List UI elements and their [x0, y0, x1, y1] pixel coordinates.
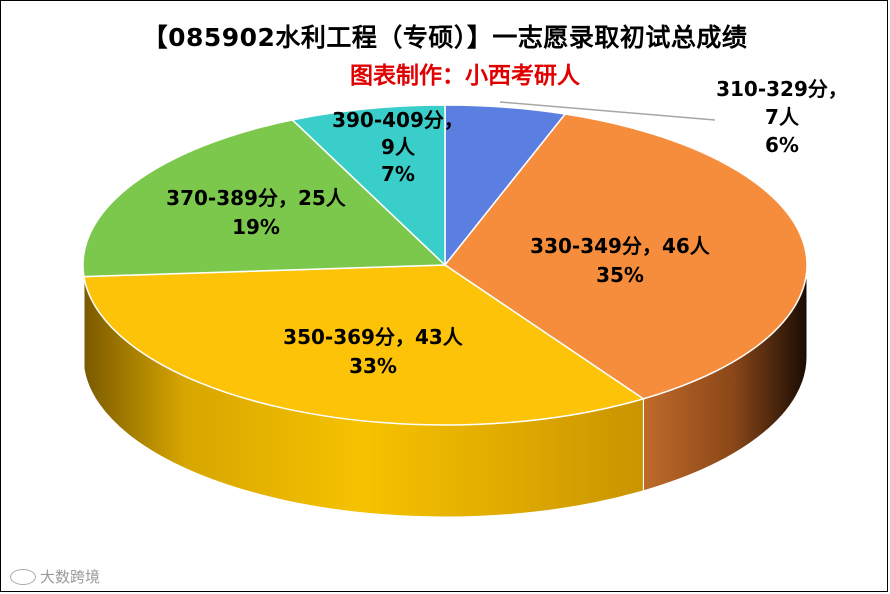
pie-label-1-line-3: 6%	[765, 133, 799, 157]
pie-label-5-line-1: 390-409分，	[332, 108, 464, 132]
pie-label-1-line-1: 310-329分，	[716, 77, 848, 101]
pie-label-1-line-2: 7人	[765, 105, 800, 129]
pie-label-5-line-2: 9人	[381, 135, 416, 159]
pie-label-2: 330-349分，46人 35%	[530, 234, 711, 287]
pie-slice-3	[83, 264, 646, 426]
pie-label-1: 310-329分， 7人 6%	[716, 77, 848, 157]
pie-label-5-line-3: 7%	[381, 162, 415, 186]
pie-label-3-line-2: 33%	[349, 354, 397, 378]
pie-side-4	[82, 264, 85, 369]
pie-label-5: 390-409分， 9人 7%	[332, 108, 464, 186]
pie-label-4-line-1: 370-389分，25人	[166, 186, 347, 210]
leader-line-310-329	[499, 101, 716, 121]
pie-label-4-line-2: 19%	[232, 215, 280, 239]
pie-slice-5	[290, 104, 446, 267]
chart-subtitle: 图表制作：小西考研人	[350, 63, 580, 89]
pie-slice-2	[443, 113, 808, 400]
brand-logo-icon	[10, 568, 36, 585]
watermark: 大数跨境	[10, 566, 100, 587]
pie-label-3: 350-369分，43人 33%	[283, 325, 464, 378]
pie-label-3-line-1: 350-369分，43人	[283, 325, 464, 349]
pie-data-labels: 310-329分， 7人 6% 330-349分，46人 35% 350-369分，43人…	[166, 77, 848, 378]
pie-label-4: 370-389分，25人 19%	[166, 186, 347, 239]
pie-slice-4	[82, 119, 447, 278]
watermark-text: 大数跨境	[40, 568, 101, 586]
pie-label-2-line-1: 330-349分，46人	[530, 234, 711, 258]
chart-title: 【085902水利工程（专硕）】一志愿录取初试总成绩	[142, 23, 748, 52]
pie-slices	[82, 104, 808, 426]
pie-label-2-line-2: 35%	[596, 263, 644, 287]
